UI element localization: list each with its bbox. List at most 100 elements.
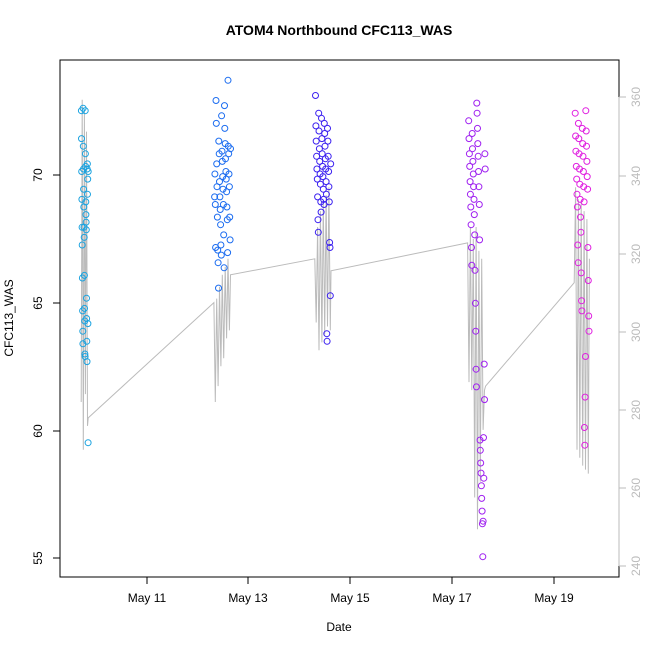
- data-point: [471, 231, 479, 239]
- data-point: [575, 135, 583, 143]
- data-point: [468, 244, 475, 251]
- data-point: [214, 259, 222, 267]
- data-point: [314, 193, 322, 201]
- data-point: [577, 269, 585, 277]
- data-point: [582, 127, 590, 135]
- data-point: [480, 474, 488, 482]
- data-point: [573, 203, 581, 211]
- data-point: [466, 162, 474, 170]
- data-point: [223, 203, 231, 211]
- data-point: [216, 193, 224, 201]
- data-point: [325, 198, 333, 206]
- data-point: [468, 130, 476, 137]
- data-point: [574, 259, 582, 267]
- y2-tick-label: 320: [629, 244, 643, 264]
- data-point: [574, 119, 582, 127]
- data-point: [577, 228, 585, 236]
- x-axis: May 11 May 13 May 15 May 17 May 19: [128, 577, 574, 605]
- data-point: [323, 337, 331, 345]
- data-point: [224, 76, 232, 84]
- data-point: [579, 152, 587, 160]
- data-point: [477, 459, 485, 467]
- data-point: [326, 292, 334, 300]
- data-point: [217, 221, 225, 229]
- data-point: [217, 241, 225, 249]
- data-point: [571, 109, 579, 117]
- data-point: [312, 122, 320, 130]
- data-point: [84, 439, 92, 447]
- data-point: [215, 284, 222, 292]
- data-point: [313, 165, 321, 173]
- data-point: [474, 124, 481, 132]
- data-point: [474, 140, 482, 148]
- data-point: [584, 277, 592, 284]
- data-point: [218, 147, 226, 155]
- data-point: [83, 294, 90, 302]
- data-point: [222, 175, 230, 183]
- data-point: [217, 251, 225, 259]
- data-point: [84, 190, 91, 198]
- y2-tick-label: 300: [629, 322, 643, 342]
- data-point: [212, 119, 220, 127]
- data-point: [465, 150, 473, 158]
- data-point: [318, 135, 326, 143]
- data-point: [585, 312, 593, 320]
- y-tick-label: 65: [31, 296, 45, 310]
- data-point: [466, 178, 474, 186]
- y2-tick-label: 360: [629, 87, 643, 107]
- data-point: [312, 137, 320, 145]
- data-point: [467, 203, 475, 211]
- y2-tick-label: 340: [629, 166, 643, 186]
- data-point: [470, 211, 478, 219]
- data-point: [215, 137, 223, 145]
- data-point: [478, 507, 486, 515]
- data-point: [225, 170, 233, 178]
- data-point: [475, 201, 483, 208]
- data-point: [84, 320, 92, 328]
- x-tick-label: May 15: [330, 591, 370, 605]
- data-point: [478, 494, 486, 502]
- data-point: [321, 142, 329, 150]
- data-point: [574, 241, 582, 249]
- data-point: [81, 107, 89, 115]
- data-point: [580, 424, 588, 431]
- x-tick-label: May 11: [128, 591, 167, 605]
- data-point: [226, 213, 234, 221]
- data-point: [221, 102, 228, 110]
- data-point: [319, 185, 327, 193]
- y-tick-label: 70: [31, 168, 45, 182]
- data-point: [315, 145, 323, 153]
- data-point: [314, 228, 322, 236]
- data-point: [82, 218, 90, 226]
- data-points-layer: [77, 76, 593, 561]
- data-point: [221, 124, 229, 132]
- x-tick-label: May 13: [228, 591, 268, 605]
- data-point: [227, 145, 234, 153]
- y-axis-right: 240 260 280 300 320 340 360: [618, 87, 643, 576]
- data-point: [316, 157, 324, 165]
- y-axis-label: CFC113_WAS: [2, 279, 16, 356]
- data-point: [216, 206, 224, 213]
- data-point: [314, 216, 322, 224]
- y-tick-label: 60: [31, 424, 45, 438]
- data-point: [470, 195, 478, 203]
- data-point: [465, 117, 473, 125]
- data-point: [83, 358, 91, 366]
- data-point: [481, 396, 488, 404]
- data-point: [220, 231, 228, 239]
- data-point: [79, 142, 87, 150]
- data-point: [578, 307, 586, 315]
- data-point: [469, 145, 476, 153]
- y2-tick-label: 260: [629, 478, 643, 498]
- data-point: [481, 165, 489, 173]
- data-point: [573, 175, 581, 183]
- data-point: [317, 208, 325, 216]
- data-point: [480, 360, 488, 368]
- data-point: [582, 353, 589, 360]
- data-point: [213, 213, 221, 221]
- data-point: [82, 226, 90, 234]
- data-point: [474, 152, 482, 160]
- data-point: [578, 297, 586, 305]
- data-point: [472, 327, 480, 335]
- data-point: [324, 124, 331, 132]
